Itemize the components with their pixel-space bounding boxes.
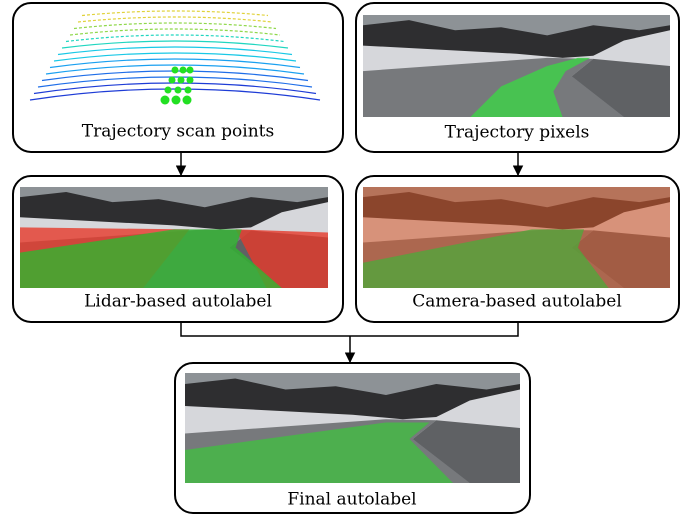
lidar-scan bbox=[29, 10, 321, 105]
node-label: Camera-based autolabel bbox=[412, 292, 622, 312]
connector bbox=[180, 322, 519, 337]
trajectory-point bbox=[182, 95, 192, 105]
trajectory-point bbox=[171, 66, 179, 74]
scan-line bbox=[77, 16, 273, 23]
node-label: Lidar-based autolabel bbox=[84, 292, 272, 312]
trajectory-point bbox=[160, 95, 170, 105]
scan-line bbox=[57, 46, 293, 56]
trajectory-point bbox=[168, 76, 176, 84]
photo bbox=[363, 15, 670, 117]
trajectory bbox=[470, 57, 591, 117]
drivable bbox=[185, 422, 453, 483]
node-label: Final autolabel bbox=[287, 490, 416, 510]
trajectory-point bbox=[179, 66, 187, 74]
trajectory-point bbox=[177, 76, 185, 84]
scan-line bbox=[45, 64, 305, 75]
photo bbox=[363, 187, 670, 288]
node-label: Trajectory pixels bbox=[445, 123, 590, 143]
scan-line bbox=[53, 52, 297, 62]
scan-line bbox=[69, 28, 281, 36]
images bbox=[20, 10, 670, 483]
scan-line bbox=[61, 40, 289, 49]
scan-line bbox=[33, 82, 317, 95]
drivable bbox=[363, 229, 609, 288]
scan-line bbox=[49, 58, 301, 69]
scan-line bbox=[37, 76, 313, 88]
photo bbox=[185, 373, 520, 483]
trajectory-point bbox=[164, 86, 172, 94]
trajectory-point bbox=[186, 76, 194, 84]
trajectory-point bbox=[186, 66, 194, 74]
trajectory-point bbox=[174, 86, 182, 94]
trajectory-point bbox=[184, 86, 192, 94]
trajectory-point bbox=[171, 95, 181, 105]
node-label: Trajectory scan points bbox=[82, 122, 274, 142]
scan-line bbox=[81, 10, 269, 17]
scan-line bbox=[65, 34, 285, 43]
road-right bbox=[412, 420, 520, 483]
drivable bbox=[20, 229, 282, 288]
photo bbox=[20, 187, 328, 288]
road-right bbox=[571, 58, 670, 117]
scan-line bbox=[73, 22, 277, 30]
